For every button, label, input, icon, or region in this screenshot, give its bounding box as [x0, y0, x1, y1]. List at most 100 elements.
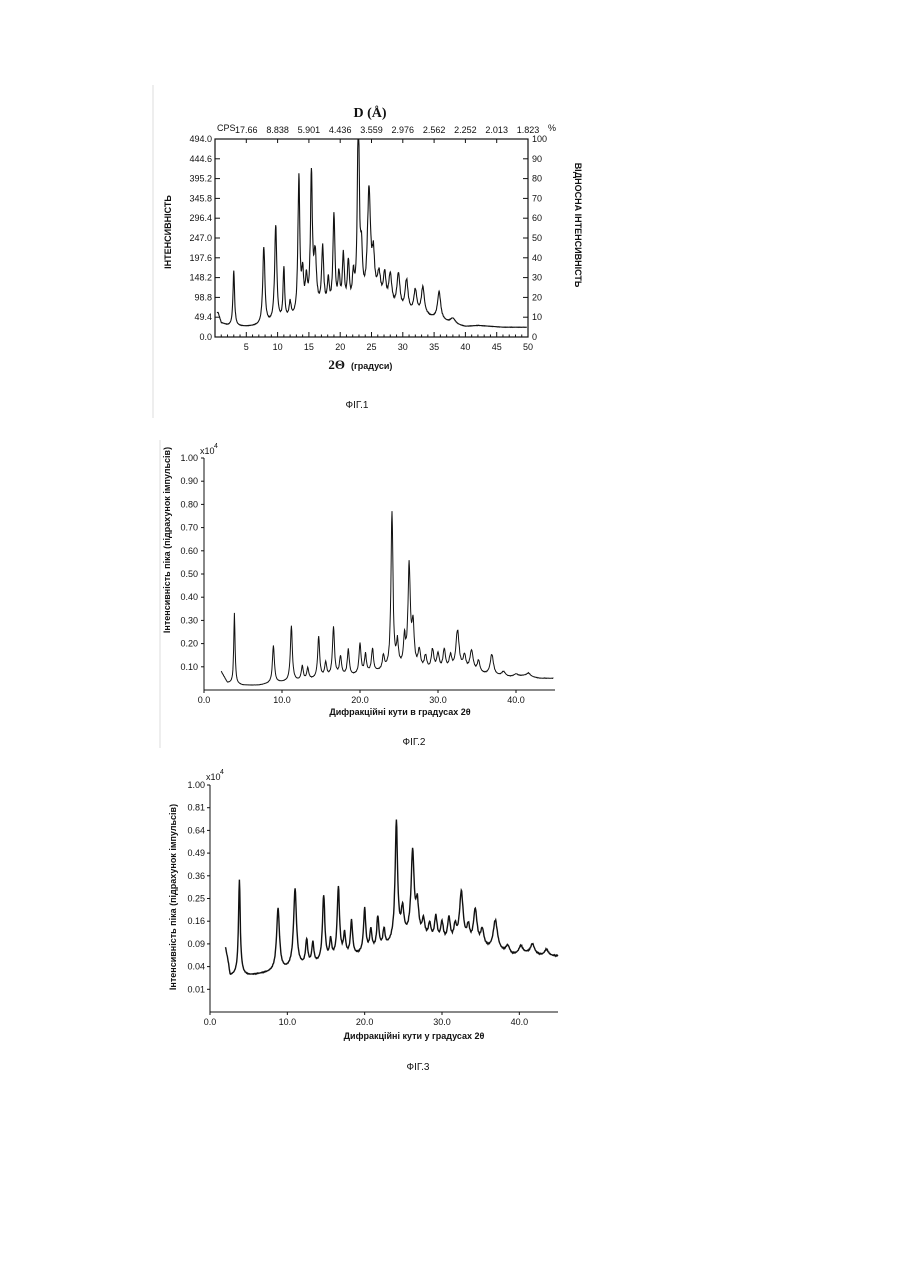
fig1-top-tick-label: 8.838 — [266, 125, 289, 135]
fig1-y-tick-label: 395.2 — [189, 174, 212, 184]
fig1-y-tick-label: 247.0 — [189, 233, 212, 243]
fig2-x-tick-label: 0.0 — [198, 695, 211, 705]
fig1-cps-label: CPS — [217, 123, 236, 133]
fig1-title: D (Å) — [353, 105, 386, 121]
fig3-y-tick-label: 0.25 — [187, 894, 205, 904]
fig3-y-tick-label: 0.81 — [187, 803, 205, 813]
fig3-ylabel: Інтенсивність піка (підрахунок імпульсів… — [168, 804, 178, 990]
fig2-x-tick-label: 10.0 — [273, 695, 291, 705]
fig1-y2-axis: 0 10 20 30 40 50 60 70 80 90 100 — [523, 134, 547, 342]
fig1-top-axis: 17.668.8385.9014.4363.5592.9762.5622.252… — [235, 125, 539, 143]
fig1-y2label: ВІДНОСНА ІНТЕНСИВНІСТЬ — [573, 163, 583, 288]
fig1-y-tick-label: 49.4 — [194, 312, 212, 322]
fig3-diffraction-trace — [226, 820, 559, 975]
fig2-y-axis: 1.000.900.800.700.600.500.400.300.200.10 — [180, 453, 204, 672]
fig1-y2-tick-label: 30 — [532, 273, 542, 283]
fig1-top-tick-label: 4.436 — [329, 125, 352, 135]
fig2-x-tick-label: 20.0 — [351, 695, 369, 705]
fig3-y-tick-label: 0.09 — [187, 939, 205, 949]
fig1-x-tick-label: 25 — [366, 342, 376, 352]
fig3-x-tick-label: 20.0 — [356, 1017, 374, 1027]
fig2-y-tick-label: 0.30 — [180, 615, 198, 625]
fig2-x-tick-label: 30.0 — [429, 695, 447, 705]
fig1-y-tick-label: 0.0 — [199, 332, 212, 342]
fig1-x-tick-label: 15 — [304, 342, 314, 352]
fig1-x-tick-label: 40 — [460, 342, 470, 352]
fig1-x-tick-label: 45 — [492, 342, 502, 352]
fig1-x-tick-label: 35 — [429, 342, 439, 352]
fig3-caption: ФІГ.3 — [407, 1062, 430, 1073]
fig1-top-tick-label: 2.013 — [485, 125, 508, 135]
fig1-caption: ФІГ.1 — [346, 400, 369, 411]
fig3-x-tick-label: 30.0 — [433, 1017, 451, 1027]
fig2-xlabel: Дифракційні кути в градусах 2θ — [329, 707, 470, 717]
fig2-x-tick-label: 40.0 — [507, 695, 525, 705]
fig1-y2-tick-label: 100 — [532, 134, 547, 144]
fig1-x-tick-label: 5 — [244, 342, 249, 352]
figure-3: 1.000.810.640.490.360.250.160.090.040.01… — [168, 769, 558, 1073]
fig1-percent-label: % — [548, 123, 556, 133]
fig2-x-axis: 0.0 10.0 20.0 30.0 40.0 — [198, 690, 525, 705]
fig1-top-tick-label: 2.252 — [454, 125, 477, 135]
fig1-xlabel-symbol: 2Θ — [328, 357, 345, 372]
fig1-x-tick-label: 30 — [398, 342, 408, 352]
fig2-y-tick-label: 0.70 — [180, 523, 198, 533]
fig3-y-tick-label: 1.00 — [187, 780, 205, 790]
fig2-y-tick-label: 0.90 — [180, 476, 198, 486]
fig1-y-tick-label: 197.6 — [189, 253, 212, 263]
fig3-y-tick-label: 0.49 — [187, 848, 205, 858]
fig1-x-tick-label: 50 — [523, 342, 533, 352]
fig2-y-tick-label: 0.80 — [180, 499, 198, 509]
figure-2: 1.000.900.800.700.600.500.400.300.200.10… — [162, 443, 555, 748]
fig2-caption: ФІГ.2 — [403, 737, 426, 748]
fig3-y-multiplier-exp: 4 — [220, 769, 224, 776]
fig3-y-axis: 1.00 0.81 0.64 0.49 0.36 0.25 0.16 0.09 0.04 0.01 — [187, 780, 210, 994]
fig2-y-tick-label: 0.10 — [180, 662, 198, 672]
fig2-y-tick-label: 0.50 — [180, 569, 198, 579]
fig1-y-tick-label: 98.8 — [194, 292, 212, 302]
fig1-y-tick-label: 345.8 — [189, 193, 212, 203]
fig3-x-tick-label: 40.0 — [511, 1017, 529, 1027]
fig3-x-axis: 0.0 10.0 20.0 30.0 40.0 — [204, 1012, 528, 1027]
fig1-y2-tick-label: 40 — [532, 253, 542, 263]
fig1-x-tick-label: 20 — [335, 342, 345, 352]
fig2-diffraction-trace — [221, 511, 553, 685]
fig1-top-tick-label: 17.66 — [235, 125, 258, 135]
fig1-y-tick-label: 444.6 — [189, 154, 212, 164]
fig2-y-multiplier: x10 — [200, 446, 215, 456]
fig3-y-tick-label: 0.01 — [187, 984, 205, 994]
fig2-y-tick-label: 0.60 — [180, 546, 198, 556]
fig1-top-tick-label: 1.823 — [517, 125, 540, 135]
fig1-y2-tick-label: 90 — [532, 154, 542, 164]
fig3-y-tick-label: 0.04 — [187, 962, 205, 972]
fig1-y2-tick-label: 70 — [532, 193, 542, 203]
fig1-y2-tick-label: 10 — [532, 312, 542, 322]
fig3-y-tick-label: 0.64 — [187, 825, 205, 835]
fig1-x-axis: 5 10 15 20 25 30 35 40 45 50 — [221, 332, 533, 352]
fig1-top-tick-label: 2.976 — [392, 125, 415, 135]
fig1-y-tick-label: 296.4 — [189, 213, 212, 223]
fig3-x-tick-label: 0.0 — [204, 1017, 217, 1027]
fig2-ylabel: Інтенсивність піка (підрахунок імпульсів… — [162, 447, 172, 633]
fig3-y-multiplier: x10 — [206, 772, 221, 782]
figure-1: 0.049.498.8148.2197.6247.0296.4345.8395.… — [163, 105, 583, 411]
fig1-y2-tick-label: 60 — [532, 213, 542, 223]
fig2-y-tick-label: 1.00 — [180, 453, 198, 463]
fig3-x-tick-label: 10.0 — [279, 1017, 297, 1027]
fig1-top-tick-label: 5.901 — [298, 125, 321, 135]
fig2-y-multiplier-exp: 4 — [214, 443, 218, 450]
fig1-x-tick-label: 10 — [273, 342, 283, 352]
fig1-y-tick-label: 494.0 — [189, 134, 212, 144]
fig3-y-tick-label: 0.36 — [187, 871, 205, 881]
fig1-diffraction-trace — [217, 139, 527, 327]
fig1-xlabel-unit: (градуси) — [351, 361, 392, 371]
fig1-y2-tick-label: 80 — [532, 174, 542, 184]
fig1-y2-tick-label: 50 — [532, 233, 542, 243]
fig1-y2-tick-label: 20 — [532, 292, 542, 302]
fig2-y-tick-label: 0.20 — [180, 639, 198, 649]
fig1-y2-tick-label: 0 — [532, 332, 537, 342]
fig1-ylabel: ІНТЕНСИВНІСТЬ — [163, 195, 173, 269]
fig1-top-tick-label: 3.559 — [360, 125, 383, 135]
fig3-y-tick-label: 0.16 — [187, 916, 205, 926]
